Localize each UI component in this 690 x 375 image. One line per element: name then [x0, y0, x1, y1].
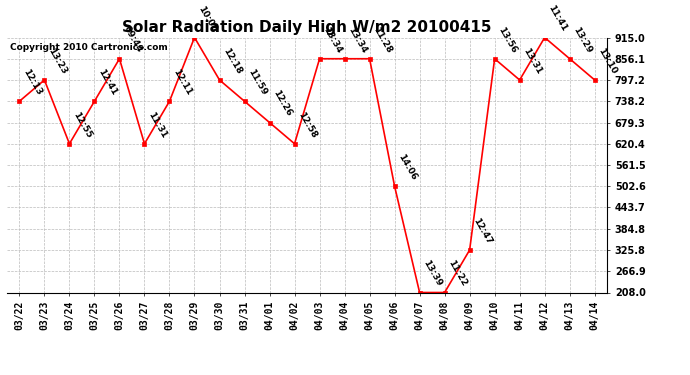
Text: 12:41: 12:41: [97, 68, 119, 97]
Text: 12:11: 12:11: [172, 68, 194, 97]
Text: 11:59: 11:59: [246, 68, 268, 97]
Text: 10:00: 10:00: [197, 4, 219, 33]
Text: 11:41: 11:41: [546, 4, 569, 33]
Text: 11:28: 11:28: [372, 25, 394, 54]
Text: 13:10: 13:10: [597, 46, 619, 76]
Text: 13:34: 13:34: [322, 25, 344, 54]
Text: 13:56: 13:56: [497, 25, 519, 54]
Text: 13:34: 13:34: [346, 25, 368, 54]
Text: 12:58: 12:58: [297, 110, 319, 140]
Text: 12:55: 12:55: [72, 110, 94, 140]
Text: 13:29: 13:29: [572, 25, 594, 54]
Text: 09:44: 09:44: [121, 25, 144, 54]
Text: 12:26: 12:26: [272, 89, 294, 118]
Text: 12:13: 12:13: [21, 68, 43, 97]
Title: Solar Radiation Daily High W/m2 20100415: Solar Radiation Daily High W/m2 20100415: [122, 20, 492, 35]
Text: 12:18: 12:18: [221, 46, 244, 76]
Text: 11:31: 11:31: [146, 110, 168, 140]
Text: Copyright 2010 Cartronics.com: Copyright 2010 Cartronics.com: [10, 43, 168, 52]
Text: 11:22: 11:22: [446, 259, 469, 288]
Text: 13:23: 13:23: [46, 46, 68, 76]
Text: 12:47: 12:47: [472, 216, 494, 246]
Text: 13:39: 13:39: [422, 259, 444, 288]
Text: 13:31: 13:31: [522, 46, 544, 76]
Text: 14:06: 14:06: [397, 153, 419, 182]
